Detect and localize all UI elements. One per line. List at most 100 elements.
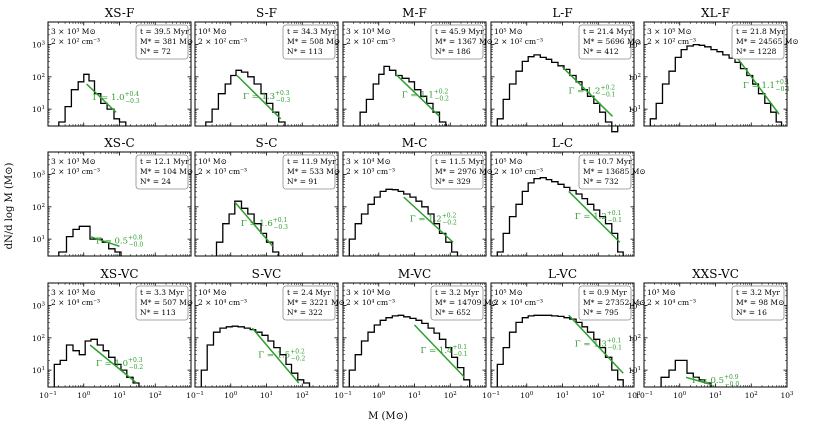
- panel-xs-c: XS-C Γ = 0.5+0.8 −0.0 101 102 103 3 × 10³ M⊙2 …: [32, 136, 193, 257]
- info-left-line: 2 × 10³ cm⁻³: [198, 167, 247, 176]
- histogram-steps: [53, 338, 140, 387]
- info-box-line: N* = 16: [736, 308, 767, 317]
- info-left-line: 3 × 10³ M⊙: [51, 157, 96, 166]
- info-box-line: t = 3.2 Myr: [736, 288, 780, 297]
- x-tick-label: 103: [780, 391, 794, 400]
- panel-l-f: L-F Γ = 1.2+0.2 −0.1 10⁵ M⊙2 × 10² cm⁻³ t = …: [490, 6, 641, 133]
- panel-title: S-VC: [252, 267, 282, 281]
- panel-title: L-C: [552, 136, 573, 150]
- fit-line: [395, 73, 441, 117]
- info-box-line: M* = 533 M⊙: [287, 167, 340, 176]
- x-axis-label: M (M⊙): [368, 411, 408, 422]
- info-left-line: 2 × 10³ cm⁻³: [494, 167, 543, 176]
- panel-title: L-F: [552, 6, 572, 20]
- info-box: [731, 285, 785, 321]
- info-box-line: N* = 322: [287, 308, 323, 317]
- x-tick-label: 101: [556, 391, 569, 400]
- fit-line: [685, 376, 713, 386]
- gamma-label: Γ = 1.5+0.2 −0.2: [258, 349, 305, 363]
- x-tick-label: 101: [260, 391, 273, 400]
- info-left-line: 10⁴ M⊙: [198, 27, 227, 36]
- x-tick-label: 103: [627, 391, 641, 400]
- info-box-line: N* = 186: [435, 47, 471, 56]
- info-box: [578, 154, 632, 190]
- info-left-line: 3 × 10³ M⊙: [51, 288, 96, 297]
- x-tick-label: 10−1: [334, 391, 352, 400]
- info-box-line: N* = 652: [435, 308, 471, 317]
- x-tick-label: 101: [113, 391, 126, 400]
- info-left-line: 10⁵ M⊙: [494, 288, 523, 297]
- info-box-line: M* = 3221 M⊙: [287, 298, 345, 307]
- info-left-line: 10⁵ M⊙: [494, 157, 523, 166]
- info-box-line: M* = 27352 M⊙: [583, 298, 646, 307]
- gamma-label: Γ = 1.2+0.1 −0.1: [575, 210, 622, 224]
- histogram-steps: [649, 43, 783, 126]
- info-box-line: M* = 14709 M⊙: [435, 298, 498, 307]
- y-tick-label: 102: [32, 73, 45, 82]
- fit-line: [234, 201, 274, 247]
- info-box-line: N* = 113: [287, 47, 323, 56]
- panel-title: M-VC: [398, 267, 431, 281]
- y-tick-label: 101: [32, 366, 45, 375]
- gamma-label: Γ = 1.2+0.2 −0.1: [569, 85, 616, 99]
- info-box-line: t = 3.3 Myr: [140, 288, 184, 297]
- info-left-line: 2 × 10⁴ cm⁻³: [494, 298, 543, 307]
- x-tick-label: 10−1: [186, 391, 204, 400]
- panel-xs-f: XS-F Γ = 1.0+0.4 −0.3 101 102 103 3 × 10³ M⊙2 …: [32, 6, 193, 127]
- fit-line: [251, 327, 300, 384]
- info-box: [282, 285, 336, 321]
- x-tick-label: 101: [408, 391, 421, 400]
- histogram-steps: [496, 177, 624, 256]
- info-left-line: 2 × 10⁴ cm⁻³: [346, 298, 395, 307]
- panel-title: S-F: [256, 6, 277, 20]
- info-left-line: 10⁴ M⊙: [198, 288, 227, 297]
- fit-line: [413, 324, 466, 378]
- info-box: [578, 24, 632, 60]
- x-tick-label: 100: [77, 391, 91, 400]
- histogram-steps: [58, 73, 127, 126]
- fit-line: [568, 190, 621, 243]
- info-box: [430, 285, 484, 321]
- histogram-steps: [348, 188, 459, 256]
- panel-title: L-VC: [548, 267, 577, 281]
- info-box-line: t = 12.1 Myr: [140, 157, 189, 166]
- info-box-line: t = 45.9 Myr: [435, 27, 484, 36]
- histogram-steps: [359, 65, 447, 126]
- x-tick-label: 102: [149, 391, 162, 400]
- panel-m-c: M-C Γ = 1.2+0.2 −0.2 3 × 10⁴ M⊙2 × 10³ cm⁻³…: [342, 136, 493, 257]
- histogram-steps: [58, 225, 122, 256]
- histogram-steps: [660, 359, 712, 387]
- info-left-line: 10⁴ M⊙: [198, 157, 227, 166]
- panel-title: XXS-VC: [692, 267, 739, 281]
- info-box: [135, 285, 189, 321]
- info-box-line: M* = 507 M⊙: [140, 298, 193, 307]
- y-tick-label: 102: [32, 203, 45, 212]
- y-tick-label: 102: [628, 73, 641, 82]
- info-box-line: N* = 795: [583, 308, 619, 317]
- info-box-line: M* = 1367 M⊙: [435, 37, 493, 46]
- info-box-line: t = 21.4 Myr: [583, 27, 632, 36]
- fit-line: [89, 235, 120, 247]
- histogram-steps: [348, 314, 471, 387]
- info-box: [135, 154, 189, 190]
- y-tick-label: 103: [32, 302, 46, 311]
- panel-title: M-C: [402, 136, 428, 150]
- y-tick-label: 101: [628, 105, 641, 114]
- gamma-label: Γ = 1.2+0.2 −0.2: [410, 213, 457, 227]
- info-box-line: t = 11.9 Myr: [287, 157, 336, 166]
- x-tick-label: 100: [520, 391, 534, 400]
- info-left-line: 2 × 10² cm⁻³: [346, 37, 395, 46]
- info-box: [135, 24, 189, 60]
- info-box-line: N* = 732: [583, 177, 619, 186]
- x-tick-label: 102: [745, 391, 758, 400]
- panel-title: M-F: [402, 6, 427, 20]
- info-box-line: t = 21.8 Myr: [736, 27, 785, 36]
- x-tick-label: 10−1: [39, 391, 57, 400]
- panel-xl-f: XL-F Γ = 1.1+0.1 −0.1 101 102 103 3 × 10⁵ M⊙2 …: [628, 6, 799, 127]
- info-left-line: 2 × 10³ cm⁻³: [346, 167, 395, 176]
- info-box-line: t = 3.2 Myr: [435, 288, 479, 297]
- panel-s-f: S-F Γ = 1.3+0.3 −0.3 10⁴ M⊙2 × 10² cm⁻³ t = …: [194, 6, 340, 127]
- y-axis-label: dN/d log M (M⊙): [4, 163, 15, 250]
